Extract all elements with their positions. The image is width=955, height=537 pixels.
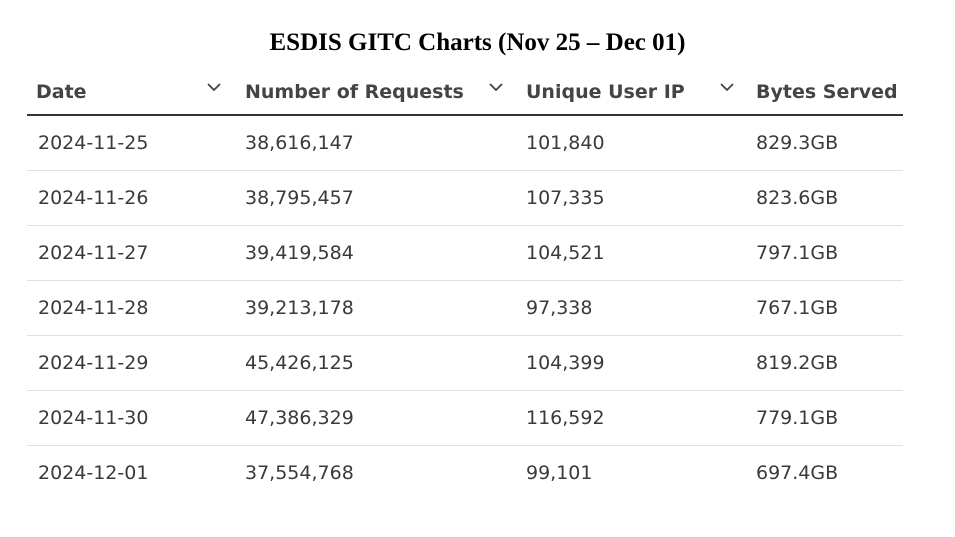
cell-date: 2024-11-27 xyxy=(38,242,149,264)
chevron-down-icon[interactable] xyxy=(207,78,225,102)
cell-number-of-requests: 37,554,768 xyxy=(245,462,354,484)
cell-date: 2024-11-25 xyxy=(38,132,149,154)
table-row: 2024-11-28 39,213,178 97,338 767.1GB xyxy=(27,281,903,336)
cell-bytes-served: 697.4GB xyxy=(756,462,839,484)
cell-unique-user-ip: 107,335 xyxy=(526,187,605,209)
data-table: Date Number of Requests Unique User IP B… xyxy=(27,66,903,501)
table-row: 2024-11-26 38,795,457 107,335 823.6GB xyxy=(27,171,903,226)
cell-bytes-served: 819.2GB xyxy=(756,352,839,374)
cell-bytes-served: 829.3GB xyxy=(756,132,839,154)
cell-unique-user-ip: 104,399 xyxy=(526,352,605,374)
cell-bytes-served: 767.1GB xyxy=(756,297,839,319)
table-row: 2024-11-30 47,386,329 116,592 779.1GB xyxy=(27,391,903,446)
cell-date: 2024-11-29 xyxy=(38,352,149,374)
cell-date: 2024-12-01 xyxy=(38,462,149,484)
table-row: 2024-11-29 45,426,125 104,399 819.2GB xyxy=(27,336,903,391)
cell-bytes-served: 779.1GB xyxy=(756,407,839,429)
cell-number-of-requests: 38,795,457 xyxy=(245,187,354,209)
column-header-date[interactable]: Date xyxy=(36,81,87,103)
cell-number-of-requests: 38,616,147 xyxy=(245,132,354,154)
cell-number-of-requests: 39,419,584 xyxy=(245,242,354,264)
cell-number-of-requests: 47,386,329 xyxy=(245,407,354,429)
cell-bytes-served: 797.1GB xyxy=(756,242,839,264)
cell-unique-user-ip: 101,840 xyxy=(526,132,605,154)
cell-unique-user-ip: 116,592 xyxy=(526,407,605,429)
cell-date: 2024-11-26 xyxy=(38,187,149,209)
cell-number-of-requests: 39,213,178 xyxy=(245,297,354,319)
cell-date: 2024-11-30 xyxy=(38,407,149,429)
chart-title: ESDIS GITC Charts (Nov 25 – Dec 01) xyxy=(269,29,686,56)
column-header-unique-user-ip[interactable]: Unique User IP xyxy=(526,81,685,103)
chevron-down-icon[interactable] xyxy=(720,78,738,102)
table-header: Date Number of Requests Unique User IP B… xyxy=(27,66,903,116)
cell-bytes-served: 823.6GB xyxy=(756,187,839,209)
column-header-bytes-served[interactable]: Bytes Served xyxy=(756,81,898,103)
cell-unique-user-ip: 97,338 xyxy=(526,297,593,319)
table-row: 2024-11-27 39,419,584 104,521 797.1GB xyxy=(27,226,903,281)
cell-unique-user-ip: 99,101 xyxy=(526,462,593,484)
table-row: 2024-12-01 37,554,768 99,101 697.4GB xyxy=(27,446,903,501)
cell-number-of-requests: 45,426,125 xyxy=(245,352,354,374)
cell-date: 2024-11-28 xyxy=(38,297,149,319)
table-row: 2024-11-25 38,616,147 101,840 829.3GB xyxy=(27,116,903,171)
cell-unique-user-ip: 104,521 xyxy=(526,242,605,264)
column-header-number-of-requests[interactable]: Number of Requests xyxy=(245,81,464,103)
chevron-down-icon[interactable] xyxy=(489,78,507,102)
